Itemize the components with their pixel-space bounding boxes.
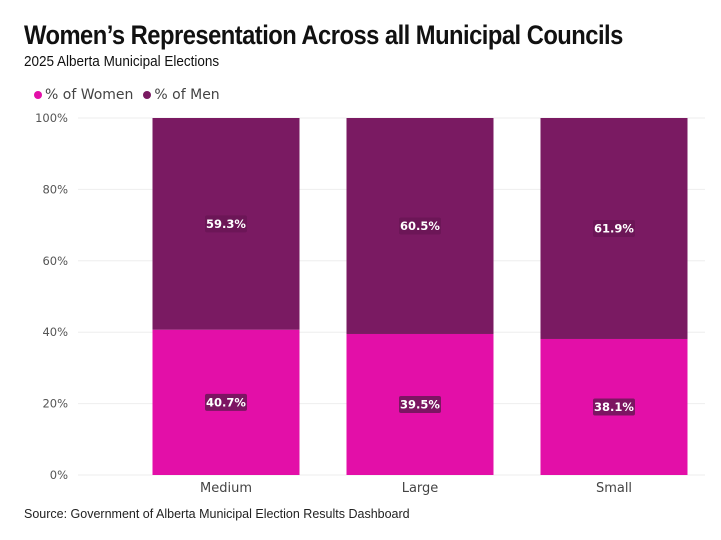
data-label: 40.7% [206, 395, 246, 409]
y-tick-label: 20% [42, 397, 68, 411]
x-category-label: Small [596, 481, 632, 496]
data-label: 38.1% [594, 400, 634, 414]
source-note: Source: Government of Alberta Municipal … [24, 507, 410, 521]
y-tick-label: 60% [42, 254, 68, 268]
legend-dot-women [34, 91, 42, 99]
legend-label-women: % of Women [45, 87, 134, 103]
chart-subtitle: 2025 Alberta Municipal Elections [24, 53, 220, 70]
data-label-bg [399, 217, 441, 235]
data-label-bg [399, 395, 441, 413]
data-label: 60.5% [400, 219, 440, 233]
y-tick-label: 80% [42, 182, 68, 196]
data-label: 61.9% [594, 221, 634, 235]
y-tick-label: 0% [50, 468, 68, 482]
data-label: 59.3% [206, 217, 246, 231]
legend-label-men: % of Men [154, 87, 220, 103]
data-label-bg [593, 398, 635, 416]
y-tick-label: 100% [35, 111, 68, 125]
legend-item-women[interactable]: % of Women [34, 87, 133, 103]
x-category-label: Large [402, 481, 439, 496]
x-category-label: Medium [200, 481, 252, 496]
y-tick-label: 40% [42, 325, 68, 339]
legend-dot-men [143, 91, 152, 99]
chart-title: Women’s Representation Across all Munici… [24, 20, 623, 50]
data-label-bg [205, 393, 247, 411]
data-label-bg [593, 219, 635, 237]
legend-item-men[interactable]: % of Men [143, 87, 220, 103]
data-label: 39.5% [400, 397, 440, 411]
legend: % of Women % of Men [34, 87, 220, 103]
data-label-bg [205, 215, 247, 233]
